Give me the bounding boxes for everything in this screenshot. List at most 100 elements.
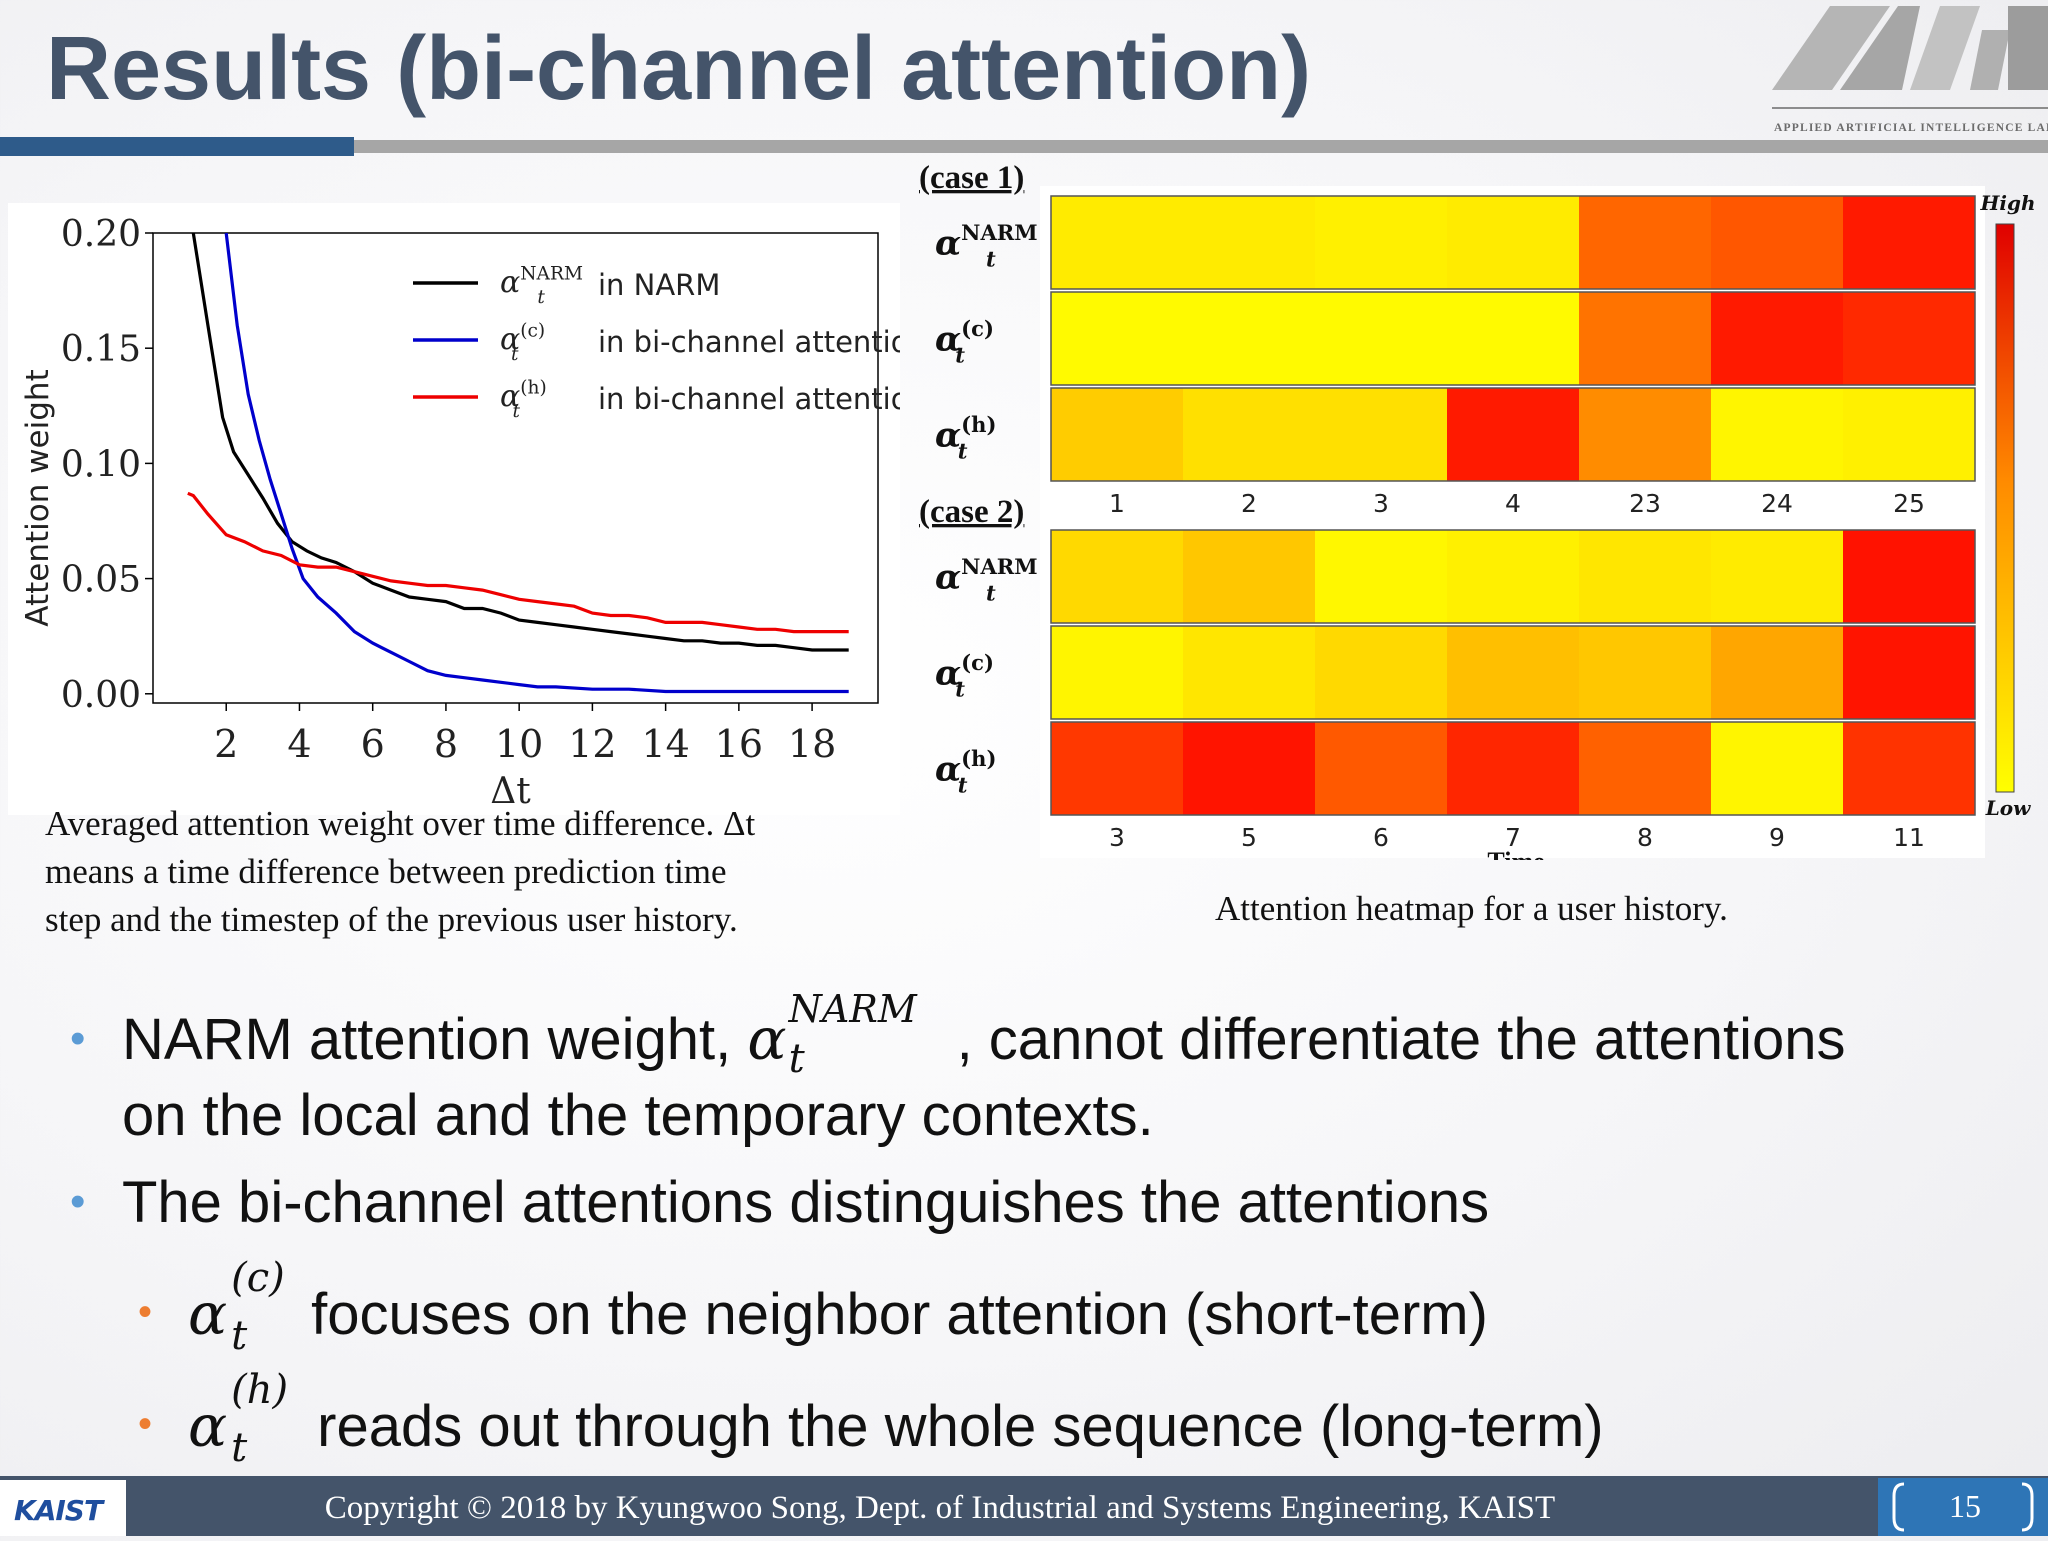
h-superscript: (h) (231, 1367, 289, 1413)
heat-cell (1315, 530, 1448, 623)
heat-cell (1315, 292, 1448, 385)
heat-x-tick-label: 25 (1893, 489, 1925, 518)
alpha-c-symbol: α (c) t (188, 1258, 311, 1356)
heat-cell (1447, 530, 1580, 623)
heat-cell (1051, 196, 1184, 289)
kaist-logo-box (0, 1480, 126, 1536)
x-tick-label: 12 (568, 722, 616, 766)
x-tick-label: 10 (495, 722, 543, 766)
y-tick-label: 0.05 (61, 560, 141, 601)
heat-x-tick-label: 4 (1505, 489, 1521, 518)
heat-x-axis-label: Time (1487, 847, 1544, 860)
legend-text-0: in NARM (598, 268, 720, 302)
row-symbol-label: α(h) t (935, 412, 996, 464)
heat-cell (1711, 722, 1844, 815)
sub-bullet-dot: • (138, 1402, 153, 1446)
x-tick-label: 18 (788, 722, 836, 766)
row-symbol-label: αNARM t (935, 220, 1038, 272)
heat-cell (1579, 722, 1712, 815)
heat-cell (1843, 530, 1976, 623)
heat-cell (1183, 722, 1316, 815)
heat-cell (1579, 388, 1712, 481)
row-symbol-label: αNARM t (935, 554, 1038, 606)
heat-cell (1711, 292, 1844, 385)
caption-line-3: step and the timestep of the previous us… (45, 900, 738, 939)
heat-cell (1183, 196, 1316, 289)
heat-cell (1447, 626, 1580, 719)
heat-cell (1447, 722, 1580, 815)
heat-row-border (1050, 721, 1976, 816)
legend-symbol-2-label: α(h) t (500, 377, 547, 421)
alpha-symbol: α (188, 1280, 228, 1348)
heat-cell (1843, 292, 1976, 385)
legend-text-2: in bi-channel attention (598, 382, 900, 416)
heat-cell (1051, 292, 1184, 385)
colorbar-high-label: High (1979, 191, 2035, 215)
t-subscript: t (788, 1036, 805, 1082)
heat-cell (1711, 626, 1844, 719)
logo-caption: APPLIED ARTIFICIAL INTELLIGENCE LAB (1774, 122, 2048, 134)
page-number: 15 (1949, 1488, 1981, 1524)
heatmap-chart: (case 1)αNARM tα(c) tα(h) t1 2 3 4 23 24 25(case … (919, 160, 2036, 860)
t-subscript: t (231, 1313, 248, 1359)
heatmap-caption: Attention heatmap for a user history. (1215, 889, 1728, 928)
heat-cell (1051, 530, 1184, 623)
heat-cell (1183, 292, 1316, 385)
y-tick-label: 0.00 (61, 675, 141, 716)
heat-x-tick-label: 5 (1241, 823, 1257, 852)
row-symbol-label: α(c) t (935, 650, 994, 702)
alpha-h-symbol: α (h) t (188, 1370, 317, 1468)
line-chart-panel: 2 4 6 8 10 12 14 16 18 0.00 0.05 0.10 0.15 0.20 Δt Atte… (8, 203, 927, 815)
plot-frame (152, 232, 879, 704)
heat-x-tick-label: 2 (1241, 489, 1257, 518)
heat-cell (1843, 626, 1976, 719)
narm-superscript: NARM (788, 987, 917, 1031)
heat-cell (1579, 292, 1712, 385)
heat-row-border (1050, 387, 1976, 482)
caption-line-1: Averaged attention weight over time diff… (45, 804, 756, 843)
page-number-box (1878, 1478, 2048, 1536)
x-tick-label: 6 (361, 722, 385, 766)
caption-line-2: means a time difference between predicti… (45, 852, 727, 891)
heat-x-tick-label: 9 (1769, 823, 1785, 852)
t-subscript: t (231, 1425, 248, 1471)
case-label: (case 1) (919, 160, 1024, 196)
y-axis-label: Attention weight (20, 369, 56, 626)
case-label: (case 2) (919, 494, 1024, 530)
heat-cell (1315, 722, 1448, 815)
lab-logo: APPLIED ARTIFICIAL INTELLIGENCE LAB (1772, 6, 2048, 134)
heat-row-border (1050, 195, 1976, 290)
kaist-logo: KAIST (14, 1494, 103, 1527)
heat-cell (1711, 196, 1844, 289)
heat-cell (1447, 388, 1580, 481)
heat-cell (1711, 388, 1844, 481)
heat-cell (1447, 196, 1580, 289)
legend-text-1: in bi-channel attention (598, 325, 900, 359)
heat-x-tick-label: 8 (1637, 823, 1653, 852)
alpha-symbol: α (747, 1005, 787, 1073)
heat-cell (1579, 530, 1712, 623)
page-bracket-icon (1892, 1482, 2034, 1532)
heat-x-tick-label: 6 (1373, 823, 1389, 852)
x-tick-label: 4 (287, 722, 311, 766)
row-symbol-label: α(h) t (935, 746, 996, 798)
heat-cell (1843, 388, 1976, 481)
bullet-dot: • (70, 1177, 86, 1226)
x-tick-label: 8 (434, 722, 458, 766)
legend-symbol-1-label: α(c) t (500, 320, 545, 364)
line-chart-caption: Averaged attention weight over time diff… (45, 800, 755, 944)
heat-row-border (1050, 529, 1976, 624)
heat-cell (1843, 722, 1976, 815)
heat-cell (1447, 292, 1580, 385)
heat-cell (1579, 196, 1712, 289)
row-symbol-label: α(c) t (935, 316, 994, 368)
heat-x-tick-label: 3 (1373, 489, 1389, 518)
heat-x-tick-label: 1 (1109, 489, 1125, 518)
heat-x-tick-label: 24 (1761, 489, 1793, 518)
bullet-1-line-2: on the local and the temporary contexts. (122, 1083, 1154, 1148)
series-line-1 (224, 233, 849, 694)
heat-cell (1315, 196, 1448, 289)
sub-bullet-1-text: focuses on the neighbor attention (short… (311, 1282, 1488, 1347)
copyright-text: Copyright © 2018 by Kyungwoo Song, Dept.… (324, 1490, 1556, 1526)
sub-bullet-1: α (c) t focuses on the neighbor attention (… (188, 1258, 1488, 1356)
